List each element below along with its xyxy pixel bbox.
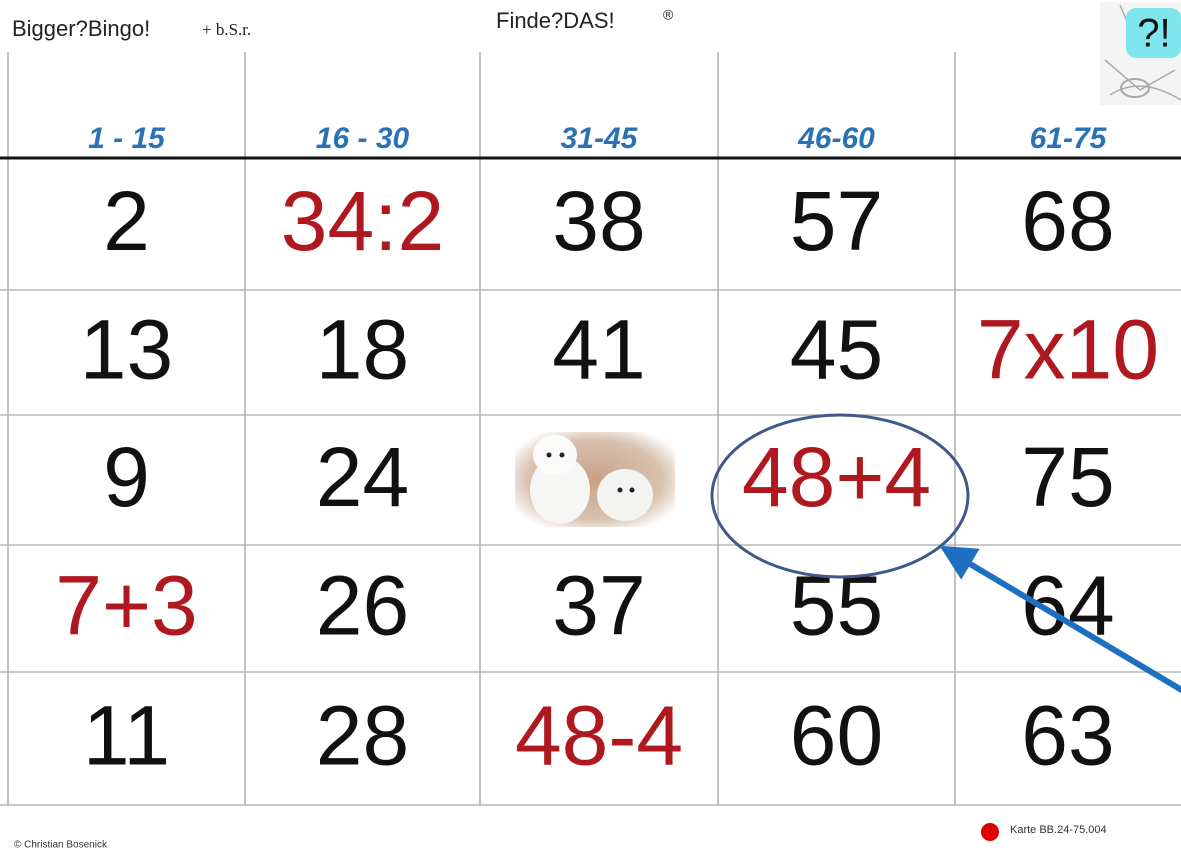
column-header: 46-60 <box>797 122 875 155</box>
column-header: 61-75 <box>1030 122 1108 155</box>
cell-number: 38 <box>552 174 645 268</box>
cell-number: 7x10 <box>977 303 1159 397</box>
cell-number: 26 <box>316 559 409 653</box>
cell-number: 13 <box>80 303 173 397</box>
cell-number: 18 <box>316 303 409 397</box>
logo: ?! <box>1100 2 1181 105</box>
logo-text: ?! <box>1137 12 1170 56</box>
photo-placeholder <box>515 432 675 527</box>
registered-mark: ® <box>663 7 674 23</box>
cell-number: 48+4 <box>742 430 931 524</box>
highlight-circle <box>710 413 970 579</box>
center-title: Finde?DAS! <box>496 8 615 33</box>
cell-number: 11 <box>83 689 170 783</box>
copyright: © Christian Bosenick <box>14 840 108 851</box>
left-suffix: + b.S.r. <box>202 20 251 39</box>
card-id: Karte BB.24-75.004 <box>1010 824 1107 836</box>
cell-number: 24 <box>316 430 409 524</box>
cell-number: 9 <box>103 430 150 524</box>
cell-number: 57 <box>790 174 883 268</box>
cell-number: 7+3 <box>55 559 198 653</box>
cell-number: 48-4 <box>515 689 683 783</box>
cell-number: 37 <box>552 559 645 653</box>
cell-number: 60 <box>790 689 883 783</box>
column-header: 16 - 30 <box>316 122 410 155</box>
column-header: 1 - 15 <box>88 122 166 155</box>
cell-number: 28 <box>316 689 409 783</box>
cell-number: 75 <box>1021 430 1114 524</box>
cell-number: 45 <box>790 303 883 397</box>
left-title: Bigger?Bingo! <box>12 16 150 41</box>
cell-number: 34:2 <box>281 174 445 268</box>
card-dot <box>981 823 999 841</box>
cell-number: 63 <box>1021 689 1114 783</box>
cell-number: 2 <box>103 174 150 268</box>
pointer-arrow <box>939 545 1181 694</box>
cell-number: 68 <box>1021 174 1114 268</box>
cell-number: 41 <box>552 303 645 397</box>
column-header: 31-45 <box>561 122 639 155</box>
